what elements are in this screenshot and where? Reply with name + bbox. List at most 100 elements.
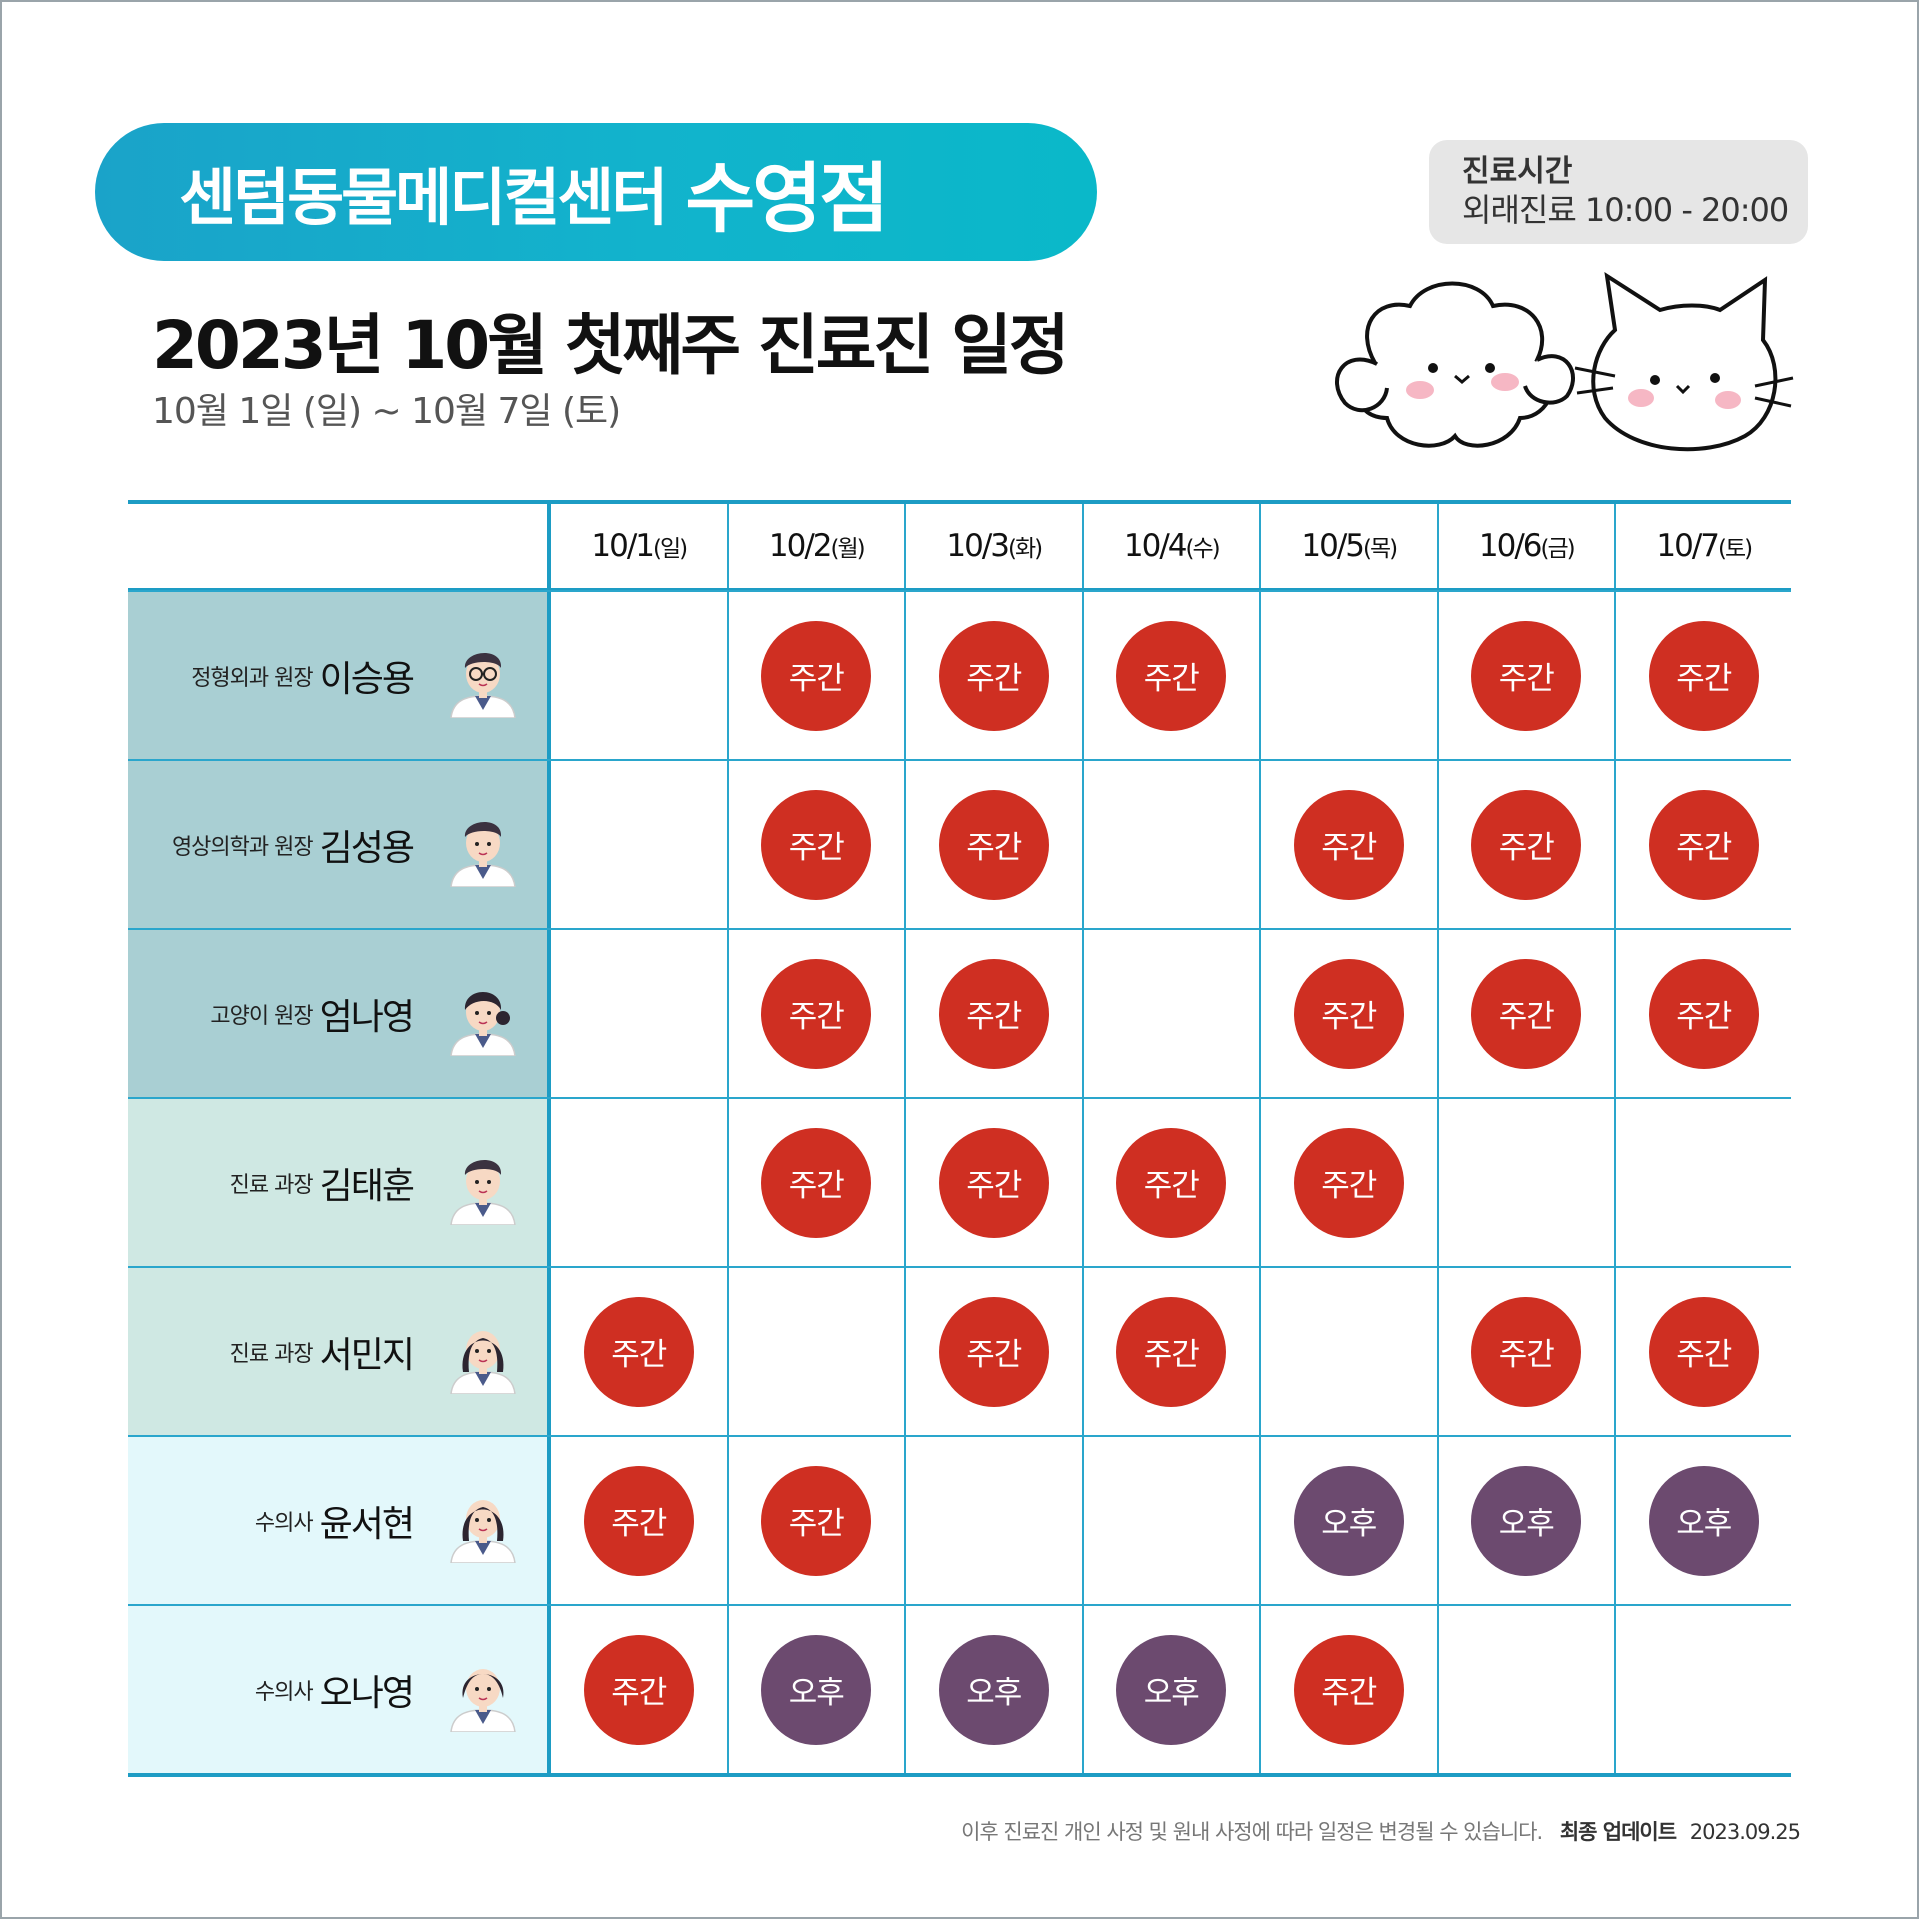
day-header: 10/2(월) xyxy=(726,504,905,588)
schedule-cell: 주간 xyxy=(726,761,905,928)
shift-badge: 주간 xyxy=(1116,620,1227,731)
schedule-cell: 주간 xyxy=(726,1437,905,1604)
doctor-avatar-icon xyxy=(441,803,525,888)
schedule-cell: 오후 xyxy=(1436,1437,1615,1604)
shift-badge: 주간 xyxy=(1648,620,1759,731)
doctor-role: 수의사 xyxy=(254,1510,314,1536)
shift-badge: 주간 xyxy=(761,620,872,731)
doctor-avatar-icon xyxy=(441,972,525,1057)
doctor-role: 진료 과장 xyxy=(229,1341,314,1367)
schedule-cell: 주간 xyxy=(1436,930,1615,1097)
table-row: 진료 과장 김태훈 주간 주간 주간 주간 xyxy=(128,1097,1791,1266)
shift-badge: 주간 xyxy=(938,1296,1049,1407)
table-header-row: 10/1(일) 10/2(월) 10/3(화) 10/4(수) 10/5(목) … xyxy=(128,504,1791,590)
hours-value: 외래진료 10:00 - 20:00 xyxy=(1462,191,1789,229)
schedule-cell xyxy=(1436,1606,1615,1773)
schedule-cell xyxy=(1259,592,1437,759)
clinic-name: 센텀동물메디컬센터 xyxy=(179,161,668,234)
schedule-cell: 주간 xyxy=(1614,930,1792,1097)
shift-badge: 주간 xyxy=(938,789,1049,900)
shift-badge: 주간 xyxy=(1116,1127,1227,1238)
schedule-cell: 주간 xyxy=(726,1099,905,1266)
schedule-cell: 주간 xyxy=(904,1268,1082,1435)
cat-icon xyxy=(1591,271,1778,452)
schedule-cell: 오후 xyxy=(904,1606,1082,1773)
schedule-cell: 주간 xyxy=(1259,1099,1437,1266)
doctor-name: 김태훈 xyxy=(319,1165,415,1207)
clinic-banner: 센텀동물메디컬센터 수영점 xyxy=(95,123,1097,261)
schedule-cell xyxy=(1259,1268,1437,1435)
shift-badge: 오후 xyxy=(1471,1465,1582,1576)
shift-badge: 오후 xyxy=(761,1634,872,1745)
shift-badge: 주간 xyxy=(761,1127,872,1238)
doctor-name: 윤서현 xyxy=(319,1503,415,1545)
page-subtitle: 10월 1일 (일) ~ 10월 7일 (토) xyxy=(152,391,621,432)
shift-badge: 주간 xyxy=(1471,1296,1582,1407)
schedule-cell: 주간 xyxy=(1081,592,1260,759)
day-header: 10/5(목) xyxy=(1259,504,1437,588)
table-row: 정형외과 원장 이승용 주간 주간 주간 주간 주간 xyxy=(128,590,1791,759)
doctor-avatar-icon xyxy=(441,1479,525,1564)
schedule-cell: 주간 xyxy=(549,1437,727,1604)
schedule-cell: 오후 xyxy=(1259,1437,1437,1604)
schedule-cell xyxy=(1081,1437,1260,1604)
table-row: 영상의학과 원장 김성용 주간 주간 주간 주간 주간 xyxy=(128,759,1791,928)
schedule-cell: 오후 xyxy=(1614,1437,1792,1604)
day-header: 10/1(일) xyxy=(549,504,727,588)
schedule-cell: 주간 xyxy=(1614,592,1792,759)
shift-badge: 주간 xyxy=(583,1634,694,1745)
branch-name: 수영점 xyxy=(685,154,889,243)
shift-badge: 주간 xyxy=(1648,789,1759,900)
schedule-cell: 주간 xyxy=(1436,761,1615,928)
day-header: 10/4(수) xyxy=(1081,504,1260,588)
shift-badge: 주간 xyxy=(938,958,1049,1069)
shift-badge: 주간 xyxy=(938,620,1049,731)
schedule-cell: 주간 xyxy=(726,930,905,1097)
shift-badge: 주간 xyxy=(761,958,872,1069)
schedule-cell xyxy=(1081,761,1260,928)
doctor-cell: 수의사 윤서현 xyxy=(128,1437,549,1604)
schedule-cell xyxy=(726,1268,905,1435)
doctor-name: 이승용 xyxy=(319,658,415,700)
schedule-cell: 주간 xyxy=(904,930,1082,1097)
schedule-cell: 주간 xyxy=(1259,1606,1437,1773)
doctor-avatar-icon xyxy=(441,634,525,719)
doctor-cell: 진료 과장 서민지 xyxy=(128,1268,549,1435)
doctor-cell: 영상의학과 원장 김성용 xyxy=(128,761,549,928)
schedule-cell: 주간 xyxy=(1081,1268,1260,1435)
shift-badge: 주간 xyxy=(1471,958,1582,1069)
notice-text: 이후 진료진 개인 사정 및 원내 사정에 따라 일정은 변경될 수 있습니다. xyxy=(961,1820,1543,1844)
doctor-cell: 진료 과장 김태훈 xyxy=(128,1099,549,1266)
schedule-table: 10/1(일) 10/2(월) 10/3(화) 10/4(수) 10/5(목) … xyxy=(128,500,1791,1777)
schedule-cell xyxy=(549,930,727,1097)
shift-badge: 주간 xyxy=(1293,1127,1404,1238)
doctor-role: 진료 과장 xyxy=(229,1172,314,1198)
doctor-name: 오나영 xyxy=(319,1672,415,1714)
shift-badge: 주간 xyxy=(938,1127,1049,1238)
schedule-cell: 오후 xyxy=(1081,1606,1260,1773)
schedule-cell xyxy=(1081,930,1260,1097)
dog-icon xyxy=(1335,281,1575,448)
doctor-name: 김성용 xyxy=(319,827,415,869)
shift-badge: 주간 xyxy=(583,1296,694,1407)
schedule-cell: 주간 xyxy=(549,1268,727,1435)
shift-badge: 주간 xyxy=(1471,620,1582,731)
schedule-cell xyxy=(549,592,727,759)
update-label: 최종 업데이트 xyxy=(1559,1820,1677,1844)
doctor-avatar-icon xyxy=(441,1648,525,1733)
schedule-cell: 주간 xyxy=(904,592,1082,759)
table-row: 진료 과장 서민지 주간 주간 주간 주간 주간 xyxy=(128,1266,1791,1435)
shift-badge: 오후 xyxy=(1648,1465,1759,1576)
shift-badge: 주간 xyxy=(1648,1296,1759,1407)
doctor-role: 정형외과 원장 xyxy=(191,665,313,691)
update-date: 2023.09.25 xyxy=(1689,1820,1801,1844)
doctor-avatar-icon xyxy=(441,1141,525,1226)
schedule-cell xyxy=(1436,1099,1615,1266)
doctor-role: 고양이 원장 xyxy=(210,1003,313,1029)
doctor-name: 서민지 xyxy=(319,1334,415,1376)
shift-badge: 주간 xyxy=(1293,789,1404,900)
schedule-cell xyxy=(1614,1099,1792,1266)
schedule-cell: 주간 xyxy=(1081,1099,1260,1266)
schedule-cell: 주간 xyxy=(1614,761,1792,928)
